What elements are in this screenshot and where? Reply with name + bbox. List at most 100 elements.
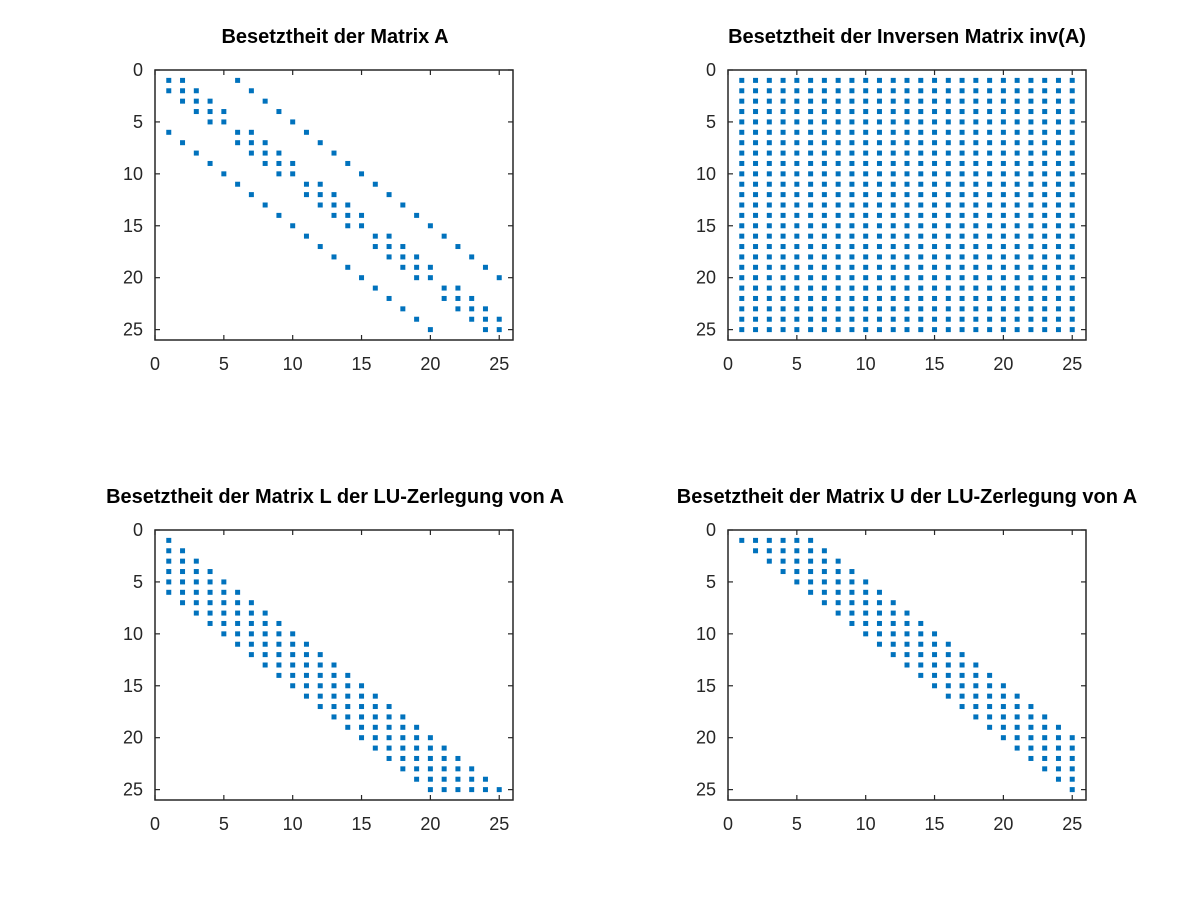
nonzero-point <box>221 620 227 626</box>
nonzero-point <box>262 160 268 166</box>
nonzero-point <box>207 600 213 606</box>
nonzero-point <box>739 202 745 208</box>
nonzero-point <box>372 745 378 751</box>
nonzero-point <box>904 119 910 125</box>
nonzero-point <box>739 275 745 281</box>
nonzero-point <box>262 150 268 156</box>
nonzero-point <box>372 704 378 710</box>
nonzero-point <box>1042 150 1048 156</box>
nonzero-point <box>876 233 882 239</box>
nonzero-point <box>1069 776 1075 782</box>
nonzero-point <box>766 192 772 198</box>
nonzero-point <box>766 212 772 218</box>
nonzero-point <box>808 88 814 94</box>
nonzero-point <box>1055 295 1061 301</box>
nonzero-point <box>904 295 910 301</box>
nonzero-point <box>987 233 993 239</box>
nonzero-point <box>780 109 786 115</box>
nonzero-point <box>890 652 896 658</box>
nonzero-point <box>794 285 800 291</box>
nonzero-point <box>441 776 447 782</box>
nonzero-point <box>876 631 882 637</box>
nonzero-point <box>303 662 309 668</box>
nonzero-point <box>372 724 378 730</box>
nonzero-point <box>932 244 938 250</box>
nonzero-point <box>1055 129 1061 135</box>
nonzero-point <box>876 150 882 156</box>
nonzero-point <box>1014 244 1020 250</box>
nonzero-point <box>821 600 827 606</box>
nonzero-point <box>753 98 759 104</box>
nonzero-point <box>739 233 745 239</box>
nonzero-point <box>835 129 841 135</box>
nonzero-point <box>890 295 896 301</box>
nonzero-point <box>386 745 392 751</box>
nonzero-point <box>221 631 227 637</box>
nonzero-point <box>945 171 951 177</box>
nonzero-point <box>414 745 420 751</box>
nonzero-point <box>739 285 745 291</box>
y-tick-label: 15 <box>696 216 716 236</box>
nonzero-point <box>863 589 869 595</box>
nonzero-point <box>932 171 938 177</box>
nonzero-point <box>808 150 814 156</box>
nonzero-point <box>945 98 951 104</box>
nonzero-point <box>987 724 993 730</box>
nonzero-point <box>753 244 759 250</box>
nonzero-point <box>849 620 855 626</box>
nonzero-point <box>821 589 827 595</box>
nonzero-point <box>890 631 896 637</box>
nonzero-point <box>1055 766 1061 772</box>
nonzero-point <box>959 254 965 260</box>
nonzero-point <box>973 233 979 239</box>
nonzero-point <box>303 192 309 198</box>
nonzero-point <box>400 745 406 751</box>
y-tick-label: 0 <box>706 520 716 540</box>
nonzero-point <box>835 77 841 83</box>
nonzero-point <box>753 77 759 83</box>
nonzero-point <box>290 160 296 166</box>
nonzero-point <box>808 233 814 239</box>
nonzero-point <box>808 160 814 166</box>
nonzero-point <box>193 569 199 575</box>
nonzero-point <box>766 98 772 104</box>
nonzero-point <box>835 109 841 115</box>
nonzero-point <box>890 620 896 626</box>
nonzero-point <box>780 254 786 260</box>
nonzero-point <box>987 88 993 94</box>
nonzero-point <box>876 264 882 270</box>
nonzero-point <box>1014 129 1020 135</box>
nonzero-point <box>904 631 910 637</box>
x-tick-label: 20 <box>420 814 440 834</box>
nonzero-point <box>1000 714 1006 720</box>
nonzero-point <box>290 171 296 177</box>
nonzero-point <box>932 641 938 647</box>
nonzero-point <box>1000 109 1006 115</box>
nonzero-point <box>1028 306 1034 312</box>
y-tick-label: 25 <box>123 320 143 340</box>
nonzero-point <box>821 275 827 281</box>
nonzero-point <box>1028 160 1034 166</box>
nonzero-point <box>918 631 924 637</box>
x-tick-label: 25 <box>1062 354 1082 374</box>
nonzero-point <box>766 275 772 281</box>
nonzero-point <box>987 129 993 135</box>
nonzero-point <box>904 620 910 626</box>
nonzero-point <box>945 77 951 83</box>
nonzero-point <box>193 600 199 606</box>
nonzero-point <box>1000 735 1006 741</box>
nonzero-point <box>766 171 772 177</box>
nonzero-point <box>766 254 772 260</box>
nonzero-point <box>1000 683 1006 689</box>
nonzero-point <box>248 620 254 626</box>
nonzero-point <box>1000 212 1006 218</box>
nonzero-point <box>876 129 882 135</box>
nonzero-point <box>1055 171 1061 177</box>
nonzero-point <box>835 275 841 281</box>
nonzero-point <box>904 233 910 239</box>
nonzero-point <box>876 275 882 281</box>
x-tick-label: 5 <box>792 354 802 374</box>
nonzero-point <box>235 600 241 606</box>
nonzero-point <box>290 672 296 678</box>
